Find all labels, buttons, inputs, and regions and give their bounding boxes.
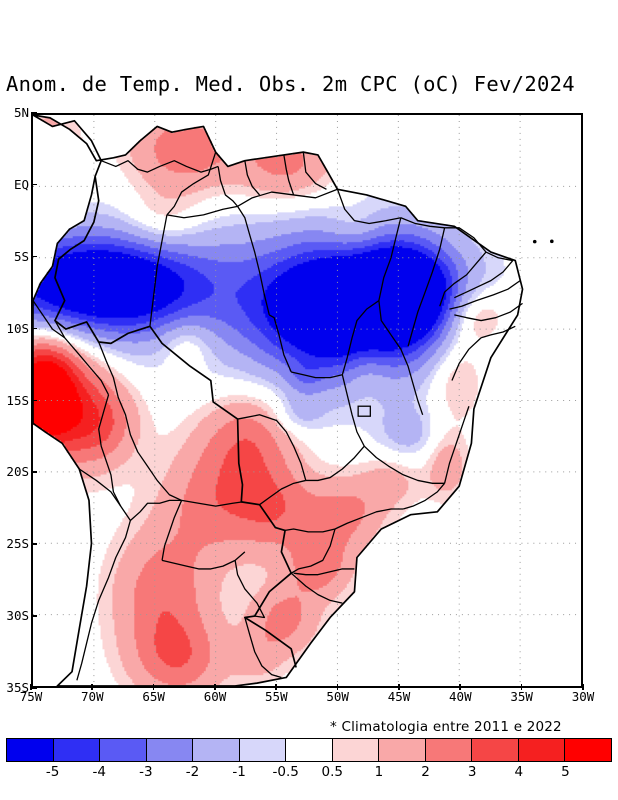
lat-tick-mark (31, 112, 37, 114)
lat-tick-label: 35S (6, 680, 29, 695)
colorbar-segment[interactable] (146, 739, 194, 761)
lon-tick-mark (152, 684, 155, 690)
lat-tick-label: 25S (6, 536, 29, 552)
lon-tick-label: 45W (387, 689, 411, 704)
colorbar-tick-labels: -5 -4 -3 -2 -1 -0.5 0.5 1 2 3 4 5 (6, 764, 612, 782)
map-canvas-wrap (33, 115, 581, 686)
colorbar-segment[interactable] (100, 739, 147, 761)
lat-tick-label: 10S (6, 320, 29, 336)
lat-tick-mark (31, 327, 37, 330)
lat-tick-label: 5N (13, 105, 29, 120)
lon-tick-label: 70W (81, 689, 104, 704)
lat-tick-label: EQ (13, 176, 29, 192)
lat-tick-label: 20S (6, 464, 29, 480)
lon-tick-mark (520, 684, 523, 690)
lon-tick-mark (30, 684, 32, 690)
lon-tick-mark (275, 684, 277, 690)
lat-tick-mark (31, 399, 37, 401)
coastline-and-borders (33, 115, 554, 686)
colorbar-tick-label: -4 (92, 764, 106, 780)
colorbar-segment[interactable] (518, 739, 566, 761)
colorbar-segment[interactable] (472, 739, 519, 761)
lat-tick-mark (31, 615, 37, 617)
lat-tick-mark (31, 471, 37, 473)
colorbar-tick-label: -0.5 (272, 764, 299, 780)
lon-tick-label: 75W (19, 689, 43, 704)
lon-tick-mark (91, 684, 93, 690)
lon-tick-label: 55W (265, 689, 288, 704)
lon-tick-label: 65W (142, 689, 165, 704)
lat-lon-gridlines (33, 115, 581, 686)
lon-tick-mark (336, 684, 339, 690)
colorbar-tick-label: 1 (374, 764, 384, 780)
colorbar[interactable] (6, 738, 612, 762)
lon-tick-label: 60W (203, 689, 227, 704)
colorbar-tick-label: 2 (421, 764, 430, 780)
lon-tick-label: 50W (326, 689, 349, 704)
colorbar-segment[interactable] (239, 739, 287, 761)
lon-tick-label: 35W (510, 689, 533, 704)
colorbar-segment[interactable] (565, 739, 611, 761)
map-plot-area (31, 113, 583, 688)
lon-tick-mark (459, 684, 461, 690)
colorbar-tick-label: 4 (514, 764, 524, 780)
lon-tick-label: 40W (449, 689, 472, 704)
lat-tick-label: 30S (6, 608, 29, 624)
colorbar-tick-label: -1 (232, 764, 246, 780)
lon-tick-mark (398, 684, 400, 690)
lon-tick-label: 30W (571, 689, 595, 704)
colorbar-tick-label: 5 (561, 764, 570, 780)
colorbar-segment[interactable] (286, 739, 333, 761)
page-title: Anom. de Temp. Med. Obs. 2m CPC (oC) Fev… (6, 72, 575, 96)
colorbar-tick-label: -2 (185, 764, 200, 780)
lat-tick-mark (31, 255, 37, 258)
colorbar-segment[interactable] (53, 739, 101, 761)
lat-tick-mark (31, 183, 37, 186)
colorbar-tick-label: 0.5 (321, 764, 344, 780)
colorbar-segment[interactable] (193, 739, 240, 761)
colorbar-tick-label: 3 (467, 764, 477, 780)
colorbar-segment[interactable] (379, 739, 426, 761)
lon-tick-mark (214, 684, 216, 690)
lon-tick-mark (582, 684, 584, 690)
lat-tick-label: 5S (13, 248, 29, 264)
colorbar-segment[interactable] (425, 739, 473, 761)
lat-tick-label: 15S (6, 392, 29, 408)
lat-tick-mark (31, 543, 37, 545)
colorbar-segment[interactable] (7, 739, 54, 761)
colorbar-segment[interactable] (332, 739, 380, 761)
lat-tick-mark (31, 687, 37, 689)
climatology-footnote: * Climatologia entre 2011 e 2022 (330, 719, 562, 735)
colorbar-tick-label: -5 (45, 764, 60, 780)
colorbar-tick-label: -3 (139, 764, 153, 780)
